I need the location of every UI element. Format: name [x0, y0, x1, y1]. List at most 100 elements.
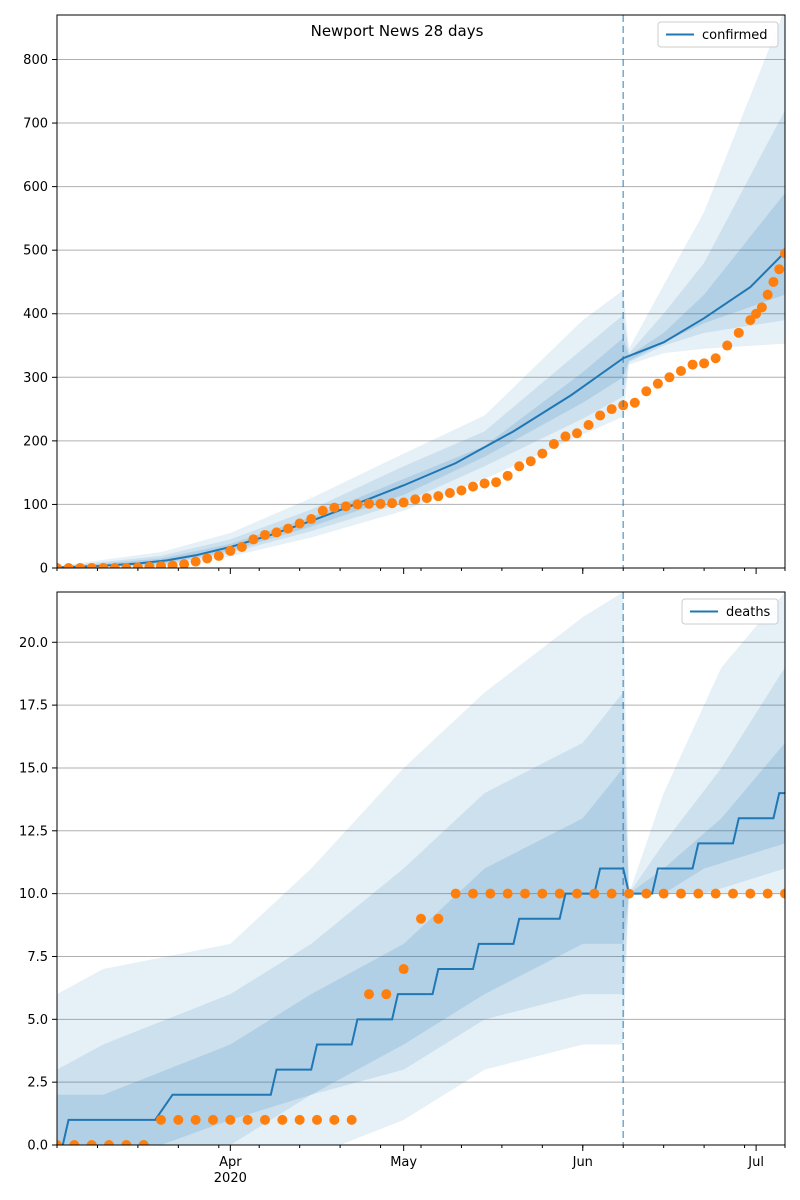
- observed-point: [352, 499, 363, 510]
- observed-point: [624, 888, 634, 899]
- y-tick-label: 100: [23, 498, 48, 513]
- observed-point: [762, 289, 773, 300]
- observed-point: [69, 1140, 80, 1145]
- observed-point: [710, 888, 721, 899]
- observed-point: [780, 888, 785, 899]
- y-tick-label: 700: [23, 117, 48, 132]
- y-tick-label: 20.0: [19, 636, 48, 651]
- y-tick-label: 2.5: [27, 1076, 48, 1091]
- observed-point: [190, 556, 201, 567]
- uncertainty-band: [57, 742, 785, 1145]
- y-tick-label: 400: [23, 307, 48, 322]
- observed-point: [144, 561, 155, 568]
- y-tick-label: 15.0: [19, 761, 48, 776]
- y-tick-label: 300: [23, 371, 48, 386]
- observed-point: [248, 534, 259, 545]
- observed-point: [156, 1114, 166, 1125]
- observed-point: [225, 545, 236, 556]
- observed-point: [693, 888, 704, 899]
- figure-title: Newport News 28 days: [311, 22, 484, 40]
- observed-point: [63, 563, 74, 568]
- plot-area: [57, 15, 785, 568]
- observed-point: [86, 563, 97, 568]
- observed-point: [572, 888, 582, 899]
- plot-area: [57, 592, 785, 1145]
- legend-box: [681, 598, 779, 625]
- observed-point: [109, 563, 120, 568]
- observed-point: [658, 888, 669, 899]
- observed-point: [346, 1114, 357, 1125]
- observed-point: [236, 542, 247, 553]
- observed-point: [381, 989, 392, 1000]
- confirmed-panel: 0 100 200 300 400 500 600 700 800 confirmed: [23, 14, 786, 577]
- observed-point: [213, 550, 224, 561]
- observed-point: [554, 888, 565, 899]
- observed-point: [283, 523, 294, 534]
- observed-point: [641, 888, 652, 899]
- observed-point: [774, 264, 785, 275]
- observed-point: [75, 563, 86, 568]
- legend-box: [657, 21, 779, 48]
- observed-point: [780, 248, 785, 259]
- observed-point: [629, 397, 640, 408]
- legend-label: deaths: [726, 605, 771, 620]
- y-tick-label: 200: [23, 434, 48, 449]
- observed-point: [479, 478, 490, 489]
- y-tick-label: 0.0: [27, 1139, 48, 1154]
- observed-point: [728, 888, 738, 899]
- model-line: [57, 251, 785, 568]
- observed-point: [208, 1114, 218, 1125]
- observed-point: [329, 1114, 340, 1125]
- observed-point: [768, 276, 779, 287]
- observed-point: [710, 353, 721, 364]
- observed-point: [340, 501, 351, 512]
- x-tick-label: Jun: [572, 1155, 593, 1170]
- observed-point: [138, 1140, 149, 1145]
- observed-point: [57, 1140, 62, 1145]
- observed-point: [560, 431, 571, 442]
- observed-point: [450, 888, 461, 899]
- observed-point: [329, 502, 340, 513]
- y-tick-label: 600: [23, 180, 48, 195]
- observed-point: [277, 1114, 288, 1125]
- x-tick-label: May: [390, 1155, 417, 1170]
- observed-point: [456, 485, 467, 496]
- observed-point: [98, 563, 109, 568]
- observed-point: [433, 491, 444, 502]
- observed-point: [676, 365, 686, 376]
- observed-point: [387, 498, 398, 509]
- observed-point: [733, 327, 744, 338]
- observed-point: [433, 913, 444, 924]
- observed-point: [756, 302, 767, 313]
- uncertainty-band: [57, 592, 785, 1145]
- observed-point: [294, 518, 305, 529]
- observed-point: [589, 888, 600, 899]
- y-tick-label: 10.0: [19, 887, 48, 902]
- x-tick-sublabel: 2020: [214, 1171, 247, 1186]
- observed-point: [491, 477, 502, 488]
- observed-point: [583, 419, 594, 430]
- observed-point: [398, 964, 409, 975]
- observed-point: [156, 561, 166, 568]
- observed-point: [179, 559, 190, 568]
- observed-point: [202, 553, 213, 564]
- y-tick-label: 7.5: [27, 950, 48, 965]
- observed-point: [242, 1114, 253, 1125]
- observed-point: [364, 989, 374, 1000]
- observed-point: [687, 359, 698, 370]
- observed-point: [444, 487, 455, 498]
- observed-point: [520, 888, 530, 899]
- observed-point: [676, 888, 686, 899]
- observed-point: [271, 527, 282, 538]
- observed-point: [104, 1140, 114, 1145]
- observed-point: [548, 439, 559, 450]
- observed-point: [745, 315, 756, 326]
- y-tick-label: 800: [23, 53, 48, 68]
- model-line: [57, 792, 785, 1145]
- observed-point: [745, 888, 756, 899]
- observed-point: [306, 514, 317, 525]
- observed-point: [468, 888, 478, 899]
- observed-point: [398, 497, 409, 508]
- observed-point: [317, 505, 328, 516]
- observed-point: [294, 1114, 305, 1125]
